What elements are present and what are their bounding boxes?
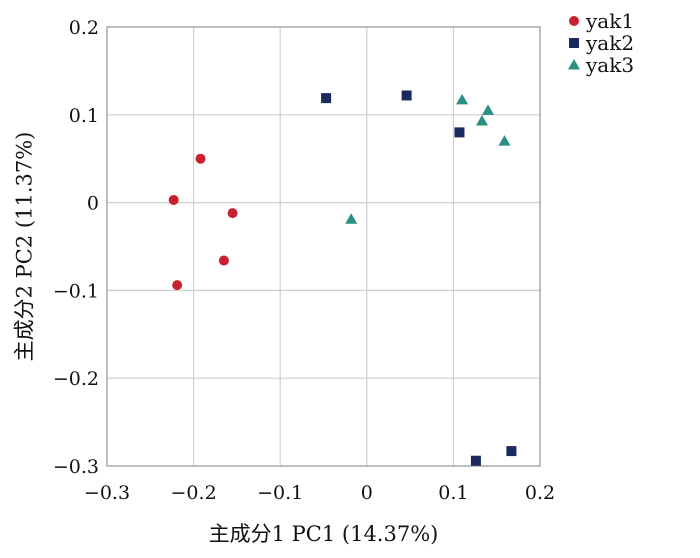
yak3-point <box>456 93 469 105</box>
plot-area-frame <box>106 26 541 467</box>
yak1-point <box>227 208 238 219</box>
yak3-point <box>498 135 511 146</box>
y-tick-label: −0.2 <box>53 368 99 390</box>
yak1-point <box>172 280 183 291</box>
yak2-point <box>321 93 332 104</box>
y-axis-title: 主成分2 PC2 (11.37%) <box>13 132 37 362</box>
x-tick-label: −0.2 <box>171 482 217 504</box>
x-tick-label: 0 <box>361 482 373 504</box>
y-tick-labels: −0.3 −0.2 −0.1 0 0.1 0.2 <box>53 17 99 478</box>
legend-item-yak2: yak2 <box>569 31 634 55</box>
yak3-point <box>345 213 358 224</box>
x-tick-labels: −0.3 −0.2 −0.1 0 0.1 0.2 <box>84 482 555 504</box>
legend-item-yak3: yak3 <box>568 53 634 77</box>
legend-marker-yak3 <box>568 59 580 70</box>
y-tick-label: 0 <box>87 193 99 215</box>
y-tick-label: −0.1 <box>53 280 99 302</box>
yak1-point <box>218 255 229 266</box>
legend-label-yak2: yak2 <box>585 31 634 55</box>
legend-marker-yak2 <box>569 38 579 48</box>
yak2-point <box>401 90 412 101</box>
legend-marker-yak1 <box>569 16 579 26</box>
y-tick-label: 0.1 <box>69 105 99 127</box>
yak2-point <box>454 127 465 138</box>
x-tick-label: 0.2 <box>525 482 555 504</box>
legend-label-yak3: yak3 <box>585 53 634 77</box>
y-tick-label: −0.3 <box>53 456 99 478</box>
x-tick-label: 0.1 <box>438 482 468 504</box>
x-axis-title: 主成分1 PC1 (14.37%) <box>209 522 439 546</box>
yak2-point <box>506 446 517 457</box>
yak3-point <box>482 104 495 115</box>
data-points <box>168 90 517 466</box>
legend-label-yak1: yak1 <box>585 9 634 33</box>
legend-item-yak1: yak1 <box>569 9 634 33</box>
grid-lines <box>106 26 541 467</box>
yak1-point <box>195 153 206 164</box>
yak1-point <box>168 194 179 205</box>
yak3-point <box>475 114 488 126</box>
y-tick-label: 0.2 <box>69 17 99 39</box>
x-tick-label: −0.3 <box>84 482 130 504</box>
x-tick-label: −0.1 <box>257 482 303 504</box>
yak2-point <box>470 455 481 466</box>
